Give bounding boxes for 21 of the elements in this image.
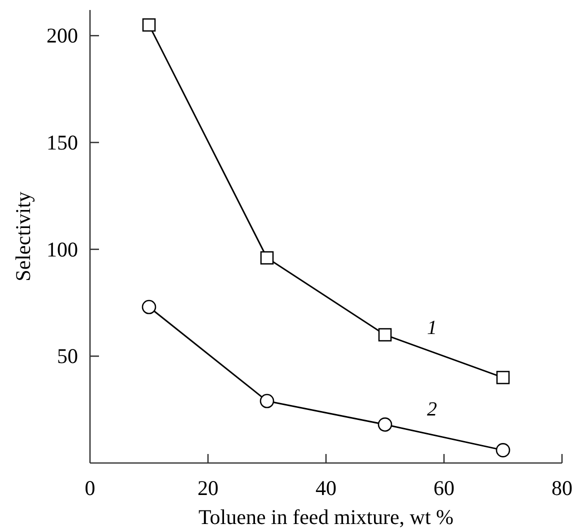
point: [260, 251, 274, 265]
series-label: 2: [427, 398, 437, 420]
x-tick-label: 0: [84, 476, 96, 500]
x-tick-label: 60: [434, 476, 454, 500]
y-tick-label: 200: [46, 24, 78, 48]
x-tick-label: 20: [198, 476, 218, 500]
y-axis-title: Selectivity: [11, 191, 35, 282]
x-tick-label: 80: [552, 476, 572, 500]
x-tick-label: 40: [316, 476, 336, 500]
y-tick-label: 50: [57, 344, 78, 368]
point: [142, 300, 156, 314]
y-tick-label: 100: [46, 237, 78, 262]
point: [496, 443, 510, 458]
point: [142, 18, 156, 32]
point: [378, 417, 392, 432]
y-tick-label: 150: [46, 130, 78, 154]
point: [378, 328, 392, 342]
point: [496, 370, 510, 384]
x-axis-title: Toluene in feed mixture, wt %: [198, 505, 454, 529]
point: [260, 394, 274, 408]
series-label: 1: [427, 317, 437, 340]
